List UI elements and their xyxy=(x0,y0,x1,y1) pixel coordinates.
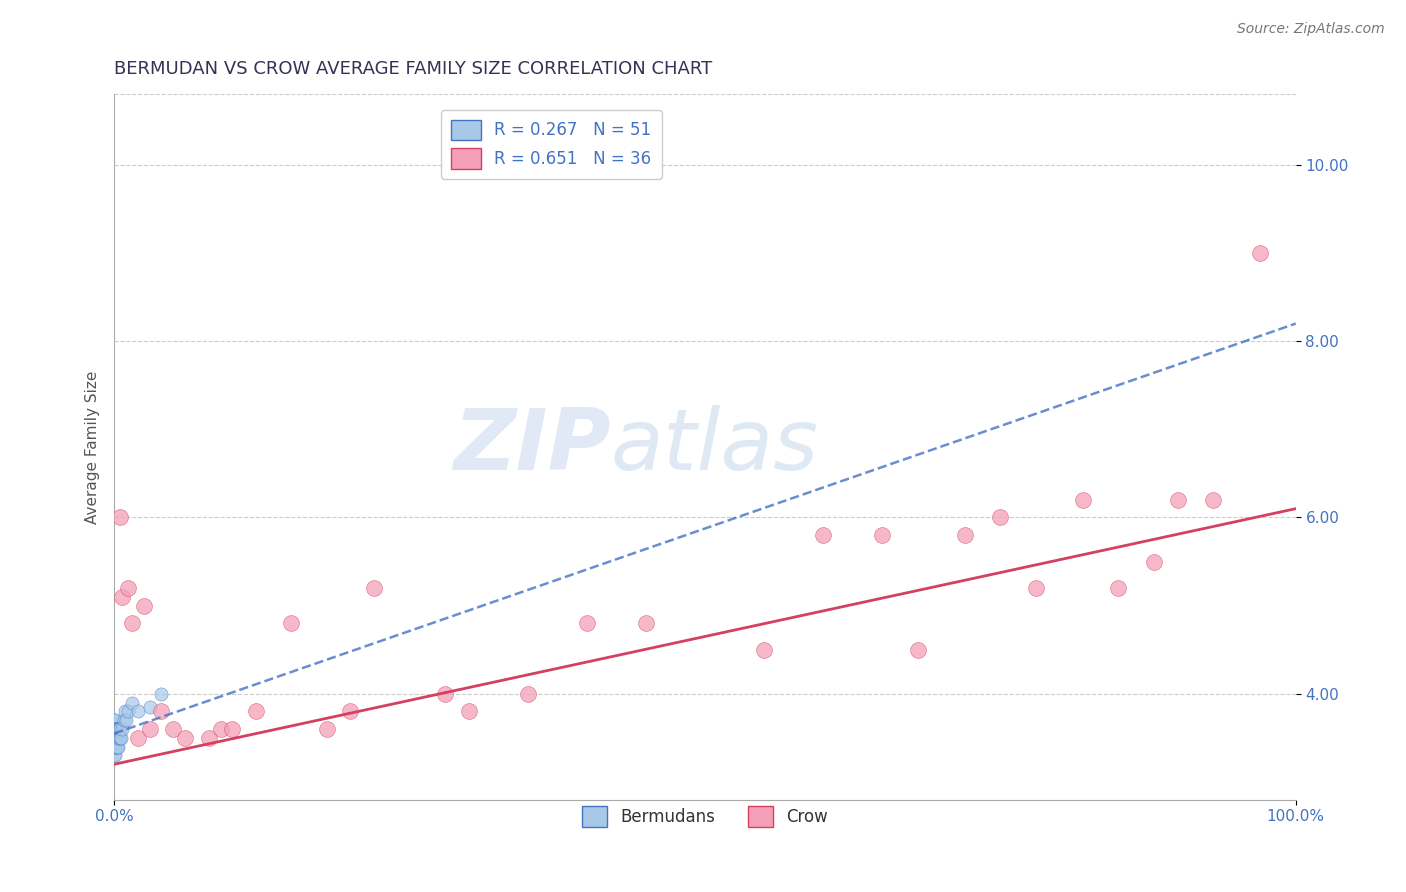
Point xyxy=(104,713,127,727)
Point xyxy=(1071,492,1094,507)
Point xyxy=(117,705,139,719)
Point xyxy=(752,642,775,657)
Point xyxy=(457,705,479,719)
Point xyxy=(104,731,127,745)
Point xyxy=(111,590,134,604)
Point xyxy=(103,739,125,754)
Point xyxy=(516,687,538,701)
Point xyxy=(103,722,125,736)
Point xyxy=(363,581,385,595)
Point xyxy=(108,731,131,745)
Point xyxy=(150,705,173,719)
Point xyxy=(575,616,598,631)
Point xyxy=(112,713,135,727)
Point xyxy=(1143,555,1166,569)
Point xyxy=(103,722,125,736)
Point xyxy=(108,731,131,745)
Point xyxy=(907,642,929,657)
Point xyxy=(104,739,127,754)
Point xyxy=(105,731,128,745)
Point xyxy=(1167,492,1189,507)
Point xyxy=(245,705,267,719)
Point xyxy=(1202,492,1225,507)
Point xyxy=(105,722,128,736)
Point xyxy=(107,722,129,736)
Point xyxy=(988,510,1011,524)
Text: atlas: atlas xyxy=(610,406,818,489)
Point xyxy=(209,722,232,736)
Point xyxy=(221,722,243,736)
Point xyxy=(121,696,143,710)
Point xyxy=(197,731,219,745)
Text: BERMUDAN VS CROW AVERAGE FAMILY SIZE CORRELATION CHART: BERMUDAN VS CROW AVERAGE FAMILY SIZE COR… xyxy=(114,60,713,78)
Point xyxy=(104,722,127,736)
Point xyxy=(104,731,127,745)
Point xyxy=(103,739,125,754)
Point xyxy=(870,528,893,542)
Point xyxy=(107,731,129,745)
Point xyxy=(811,528,834,542)
Point xyxy=(103,722,125,736)
Point xyxy=(634,616,657,631)
Point xyxy=(1108,581,1130,595)
Point xyxy=(104,739,127,754)
Point xyxy=(104,731,127,745)
Point xyxy=(280,616,302,631)
Point xyxy=(104,722,127,736)
Point xyxy=(174,731,197,745)
Point xyxy=(105,731,128,745)
Point xyxy=(103,731,125,745)
Point xyxy=(107,739,129,754)
Point xyxy=(162,722,184,736)
Point xyxy=(104,722,127,736)
Point xyxy=(104,731,127,745)
Point xyxy=(105,739,128,754)
Point xyxy=(103,748,125,763)
Point xyxy=(132,599,155,613)
Point xyxy=(103,713,125,727)
Point xyxy=(339,705,361,719)
Point xyxy=(108,722,131,736)
Legend: Bermudans, Crow: Bermudans, Crow xyxy=(575,800,835,833)
Point xyxy=(108,510,131,524)
Point xyxy=(138,700,160,714)
Point xyxy=(104,748,127,763)
Point xyxy=(103,731,125,745)
Point xyxy=(953,528,976,542)
Point xyxy=(117,581,139,595)
Point xyxy=(1249,246,1271,260)
Point xyxy=(107,731,129,745)
Point xyxy=(105,731,128,745)
Point xyxy=(315,722,337,736)
Point xyxy=(127,705,149,719)
Point xyxy=(104,739,127,754)
Point xyxy=(103,731,125,745)
Point xyxy=(115,713,138,727)
Point xyxy=(138,722,160,736)
Point xyxy=(104,722,127,736)
Y-axis label: Average Family Size: Average Family Size xyxy=(86,370,100,524)
Point xyxy=(105,739,128,754)
Point xyxy=(111,722,134,736)
Point xyxy=(150,687,173,701)
Point xyxy=(1025,581,1047,595)
Point xyxy=(104,731,127,745)
Point xyxy=(107,722,129,736)
Point xyxy=(121,616,143,631)
Point xyxy=(105,722,128,736)
Text: ZIP: ZIP xyxy=(453,406,610,489)
Point xyxy=(127,731,149,745)
Point xyxy=(110,731,132,745)
Text: Source: ZipAtlas.com: Source: ZipAtlas.com xyxy=(1237,22,1385,37)
Point xyxy=(434,687,457,701)
Point xyxy=(114,705,136,719)
Point xyxy=(104,731,127,745)
Point xyxy=(108,722,131,736)
